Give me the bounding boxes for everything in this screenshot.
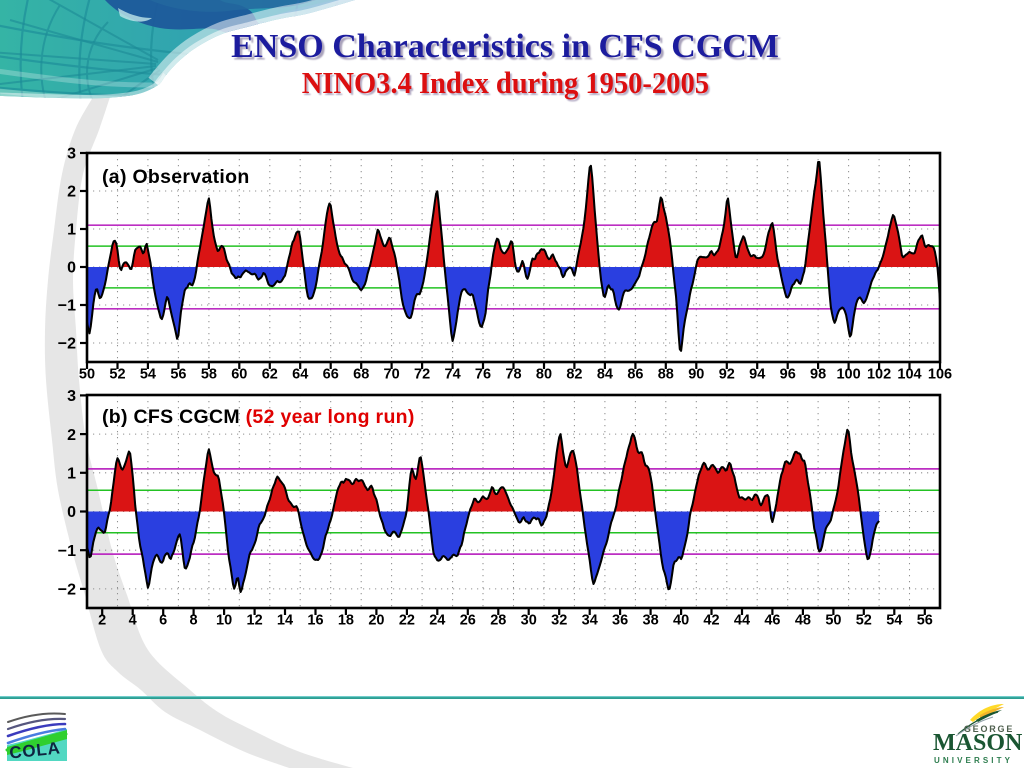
svg-text:98: 98 (810, 367, 826, 383)
svg-text:42: 42 (703, 613, 719, 629)
svg-text:70: 70 (384, 367, 400, 383)
svg-text:32: 32 (551, 613, 567, 629)
svg-text:6: 6 (159, 613, 167, 629)
svg-text:106: 106 (928, 367, 952, 383)
svg-text:86: 86 (627, 367, 643, 383)
svg-text:(b) CFS CGCM (52 year long run: (b) CFS CGCM (52 year long run) (102, 406, 415, 428)
svg-text:34: 34 (582, 613, 598, 629)
svg-text:80: 80 (536, 367, 552, 383)
svg-text:30: 30 (521, 613, 537, 629)
svg-text:100: 100 (836, 367, 860, 383)
svg-text:54: 54 (140, 367, 156, 383)
svg-text:4: 4 (129, 613, 137, 629)
svg-text:96: 96 (780, 367, 796, 383)
svg-text:24: 24 (429, 613, 445, 629)
svg-text:0: 0 (67, 260, 76, 277)
svg-text:84: 84 (597, 367, 613, 383)
svg-text:92: 92 (719, 367, 735, 383)
svg-text:104: 104 (897, 367, 921, 383)
svg-text:62: 62 (262, 367, 278, 383)
svg-text:22: 22 (399, 613, 415, 629)
svg-text:2: 2 (67, 184, 76, 201)
svg-text:GEORGE: GEORGE (964, 724, 1014, 734)
svg-text:0: 0 (67, 504, 76, 521)
svg-text:48: 48 (795, 613, 811, 629)
svg-text:58: 58 (201, 367, 217, 383)
svg-text:52: 52 (109, 367, 125, 383)
svg-text:14: 14 (277, 613, 293, 629)
svg-text:64: 64 (292, 367, 308, 383)
svg-text:2: 2 (98, 613, 106, 629)
svg-text:10: 10 (216, 613, 232, 629)
svg-text:66: 66 (323, 367, 339, 383)
svg-text:2: 2 (67, 427, 76, 444)
svg-text:12: 12 (247, 613, 263, 629)
svg-text:44: 44 (734, 613, 750, 629)
svg-text:38: 38 (643, 613, 659, 629)
svg-text:102: 102 (867, 367, 891, 383)
svg-text:56: 56 (170, 367, 186, 383)
svg-text:3: 3 (67, 146, 76, 163)
svg-text:20: 20 (368, 613, 384, 629)
svg-text:26: 26 (460, 613, 476, 629)
svg-text:40: 40 (673, 613, 689, 629)
svg-text:94: 94 (749, 367, 765, 383)
svg-text:90: 90 (688, 367, 704, 383)
svg-text:56: 56 (917, 613, 933, 629)
svg-text:82: 82 (566, 367, 582, 383)
svg-text:3: 3 (67, 388, 76, 405)
svg-text:28: 28 (490, 613, 506, 629)
svg-text:1: 1 (67, 466, 76, 483)
svg-text:76: 76 (475, 367, 491, 383)
svg-text:78: 78 (505, 367, 521, 383)
svg-text:36: 36 (612, 613, 628, 629)
svg-text:54: 54 (886, 613, 902, 629)
svg-text:16: 16 (307, 613, 323, 629)
svg-text:MASON: MASON (933, 730, 1023, 756)
svg-text:1: 1 (67, 222, 76, 239)
svg-text:−2: −2 (58, 336, 76, 353)
svg-text:(a) Observation: (a) Observation (102, 166, 250, 188)
svg-text:50: 50 (825, 613, 841, 629)
svg-text:68: 68 (353, 367, 369, 383)
svg-text:UNIVERSITY: UNIVERSITY (934, 756, 1013, 765)
svg-text:52: 52 (856, 613, 872, 629)
svg-text:74: 74 (445, 367, 461, 383)
svg-text:8: 8 (190, 613, 198, 629)
svg-text:−1: −1 (58, 298, 76, 315)
svg-text:60: 60 (231, 367, 247, 383)
svg-text:88: 88 (658, 367, 674, 383)
svg-text:46: 46 (764, 613, 780, 629)
svg-text:18: 18 (338, 613, 354, 629)
svg-text:−2: −2 (58, 582, 76, 599)
svg-text:72: 72 (414, 367, 430, 383)
svg-text:50: 50 (79, 367, 95, 383)
svg-text:−1: −1 (58, 543, 76, 560)
svg-text:COLA: COLA (8, 738, 61, 761)
